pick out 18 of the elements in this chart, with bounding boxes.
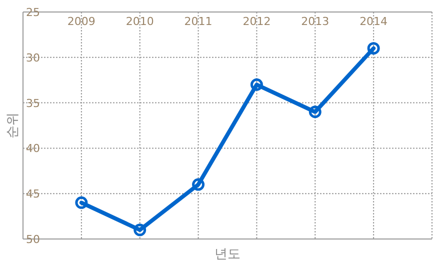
point <box>192 178 205 191</box>
x-tick-label: 2013 <box>301 15 330 28</box>
x-tick-label: 2014 <box>360 15 388 28</box>
x-axis-title: 년도 <box>214 247 240 262</box>
x-tick-label: 2012 <box>242 15 271 28</box>
x-tick-label: 2011 <box>184 15 212 28</box>
y-tick-label: 35 <box>26 96 40 110</box>
y-tick-label: 45 <box>26 188 40 201</box>
y-tick-label: 40 <box>26 142 40 156</box>
point <box>308 106 322 118</box>
point <box>134 224 146 236</box>
y-tick-label: 30 <box>26 51 40 64</box>
x-tick-label: 2010 <box>126 15 154 28</box>
y-axis-title: 순위 <box>6 112 21 138</box>
x-tick-label: 2009 <box>67 15 96 28</box>
point <box>250 78 263 91</box>
point <box>75 196 88 209</box>
point <box>367 42 380 55</box>
